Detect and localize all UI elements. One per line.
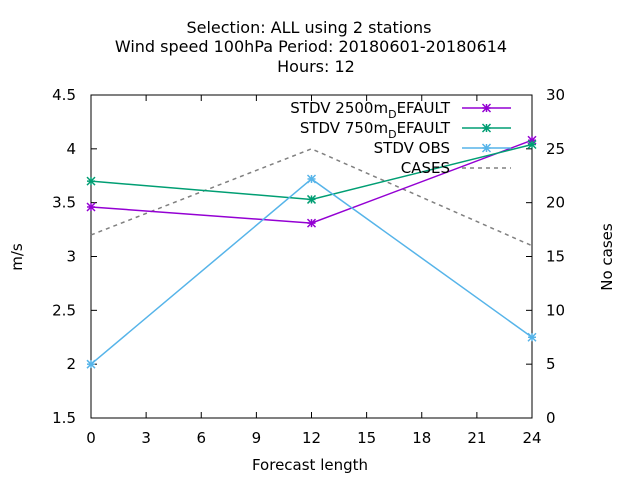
x-tick-label: 21 [467,429,486,447]
x-tick-label: 9 [252,429,262,447]
series-line-stdv-obs [90,178,533,365]
y-tick-label: 2 [66,355,76,373]
legend-label-cases: CASES [401,159,450,177]
y2-tick-label: 5 [546,355,556,373]
x-tick-label: 12 [302,429,321,447]
y-tick-label: 4.5 [52,86,76,104]
legend-label-stdv-2500m: STDV 2500mDEFAULT [290,99,451,121]
y2-tick-label: 15 [546,248,565,266]
x-axis-label: Forecast length [252,456,368,474]
legend-label-stdv-obs: STDV OBS [374,139,450,157]
y-tick-label: 3.5 [52,194,76,212]
y-axis: 1.5 2 2.5 3 3.5 4 4.5 [52,86,97,427]
x-tick-label: 6 [196,429,206,447]
y-tick-label: 2.5 [52,301,76,319]
y2-tick-label: 25 [546,140,565,158]
x-tick-label: 0 [86,429,96,447]
y2-tick-label: 20 [546,194,565,212]
data-point-stdv-obs [306,174,317,184]
y2-tick-label: 0 [546,409,556,427]
series-layer [86,135,537,369]
y2-axis: 0 5 10 15 20 25 30 [526,86,565,427]
y-tick-label: 3 [66,248,76,266]
legend-marker-stdv-2500m [481,103,492,113]
data-point-stdv-750m [306,194,317,204]
data-point-stdv-obs [527,332,537,342]
y-tick-label: 4 [66,140,76,158]
y-axis-label: m/s [8,243,26,271]
x-tick-label: 18 [412,429,431,447]
x-tick-label: 24 [522,429,541,447]
series-line-stdv-750m [90,143,533,201]
y-tick-label: 1.5 [52,409,76,427]
title-line-3: Hours: 12 [277,57,355,76]
legend-marker-stdv-750m [481,123,492,133]
title-line-2: Wind speed 100hPa Period: 20180601-20180… [115,37,507,56]
data-point-stdv-750m [86,176,96,186]
data-point-stdv-2500m [306,218,317,228]
legend-label-stdv-750m: STDV 750mDEFAULT [300,119,451,141]
title-line-1: Selection: ALL using 2 stations [186,18,431,37]
chart-title: Selection: ALL using 2 stations Wind spe… [115,18,507,76]
plot-frame [90,94,533,419]
data-point-stdv-obs [86,359,96,369]
data-point-stdv-2500m [86,202,96,212]
x-tick-label: 15 [357,429,376,447]
legend-marker-stdv-obs [481,143,492,153]
y2-axis-label: No cases [598,223,616,291]
y2-tick-label: 30 [546,86,565,104]
x-axis: 0 3 6 9 12 15 18 21 24 [86,95,542,447]
y2-tick-label: 10 [546,301,565,319]
x-tick-label: 3 [141,429,151,447]
data-point-stdv-750m [527,139,537,150]
